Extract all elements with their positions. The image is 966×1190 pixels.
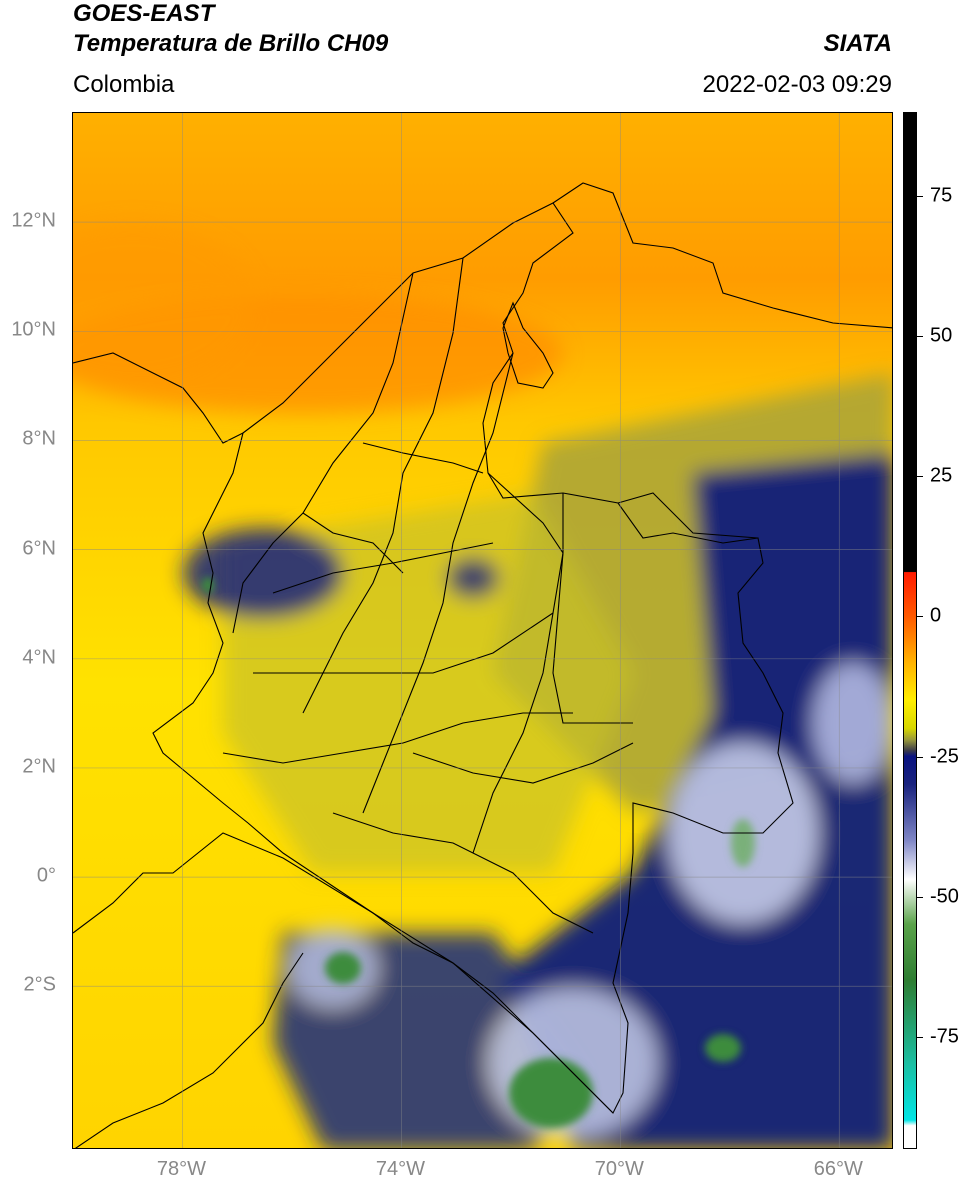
lon-tick-label: 70°W bbox=[594, 1158, 644, 1180]
satellite-map bbox=[72, 112, 893, 1149]
lat-tick-label: 2°S bbox=[23, 973, 56, 996]
colorbar-tick-label: -25 bbox=[930, 745, 959, 768]
interior-10 bbox=[552, 493, 633, 724]
colorbar-tick bbox=[917, 476, 923, 478]
admin-borders bbox=[73, 182, 892, 1148]
colorbar-tick bbox=[917, 1036, 923, 1038]
convection-center bbox=[447, 558, 499, 598]
cold-core-south bbox=[509, 1058, 593, 1128]
satellite-title: GOES-EAST bbox=[73, 0, 215, 27]
organization-label: SIATA bbox=[823, 30, 892, 57]
colorbar bbox=[903, 112, 917, 1149]
interior-7 bbox=[253, 612, 554, 674]
panama bbox=[73, 352, 244, 444]
cold-core-nw bbox=[202, 577, 214, 593]
colorbar-tick-label: 75 bbox=[930, 184, 953, 207]
lat-tick-label: 8°N bbox=[22, 427, 56, 450]
interior-9 bbox=[412, 742, 634, 784]
interior-8 bbox=[222, 712, 573, 764]
colorbar-tick-label: 50 bbox=[930, 324, 953, 347]
venezuela-brazil bbox=[617, 492, 759, 539]
colorbar-tick bbox=[917, 616, 923, 618]
lat-tick-label: 0° bbox=[36, 864, 56, 887]
interior-11 bbox=[302, 512, 404, 574]
cold-core-east bbox=[705, 1034, 741, 1062]
interior-5 bbox=[362, 442, 484, 474]
colorbar-tick-label: 0 bbox=[930, 604, 942, 627]
peru-coast bbox=[74, 952, 304, 1148]
lon-tick-label: 74°W bbox=[375, 1158, 425, 1180]
colorbar-tick-label: -75 bbox=[930, 1025, 959, 1048]
warm-band-west bbox=[73, 223, 253, 383]
interior-4 bbox=[472, 472, 564, 854]
colorbar-tick-label: -50 bbox=[930, 885, 959, 908]
lat-tick-label: 2°N bbox=[22, 755, 56, 778]
colorbar-tick bbox=[917, 196, 923, 198]
interior-12 bbox=[332, 812, 594, 934]
lat-tick-label: 10°N bbox=[11, 318, 56, 341]
lon-tick-label: 78°W bbox=[156, 1158, 207, 1180]
lat-tick-label: 4°N bbox=[22, 646, 56, 669]
colorbar-tick-label: 25 bbox=[930, 464, 953, 487]
cold-tops-far-east bbox=[813, 663, 892, 783]
venezuela-coast bbox=[552, 182, 892, 329]
cold-core-west bbox=[325, 952, 361, 984]
cold-core-mid-east bbox=[731, 819, 755, 867]
convection-west bbox=[183, 528, 343, 618]
interior-3 bbox=[362, 352, 514, 814]
lat-tick-label: 6°N bbox=[22, 537, 56, 560]
colorbar-tick bbox=[917, 336, 923, 338]
region-label: Colombia bbox=[73, 71, 175, 98]
colorbar-tick bbox=[917, 896, 923, 898]
interior-1 bbox=[232, 272, 414, 634]
cold-cores bbox=[202, 577, 755, 1128]
lon-tick-label: 66°W bbox=[813, 1158, 863, 1180]
interior-2 bbox=[302, 257, 464, 714]
maracaibo-lake bbox=[502, 301, 554, 389]
lat-tick-label: 12°N bbox=[11, 209, 56, 232]
colombia-outline bbox=[152, 202, 794, 1114]
ecuador-peru-border bbox=[73, 832, 614, 1114]
gridlines bbox=[73, 113, 892, 1148]
colorbar-tick bbox=[917, 756, 923, 758]
timestamp-label: 2022-02-03 09:29 bbox=[702, 71, 893, 98]
product-title: Temperatura de Brillo CH09 bbox=[73, 30, 389, 57]
